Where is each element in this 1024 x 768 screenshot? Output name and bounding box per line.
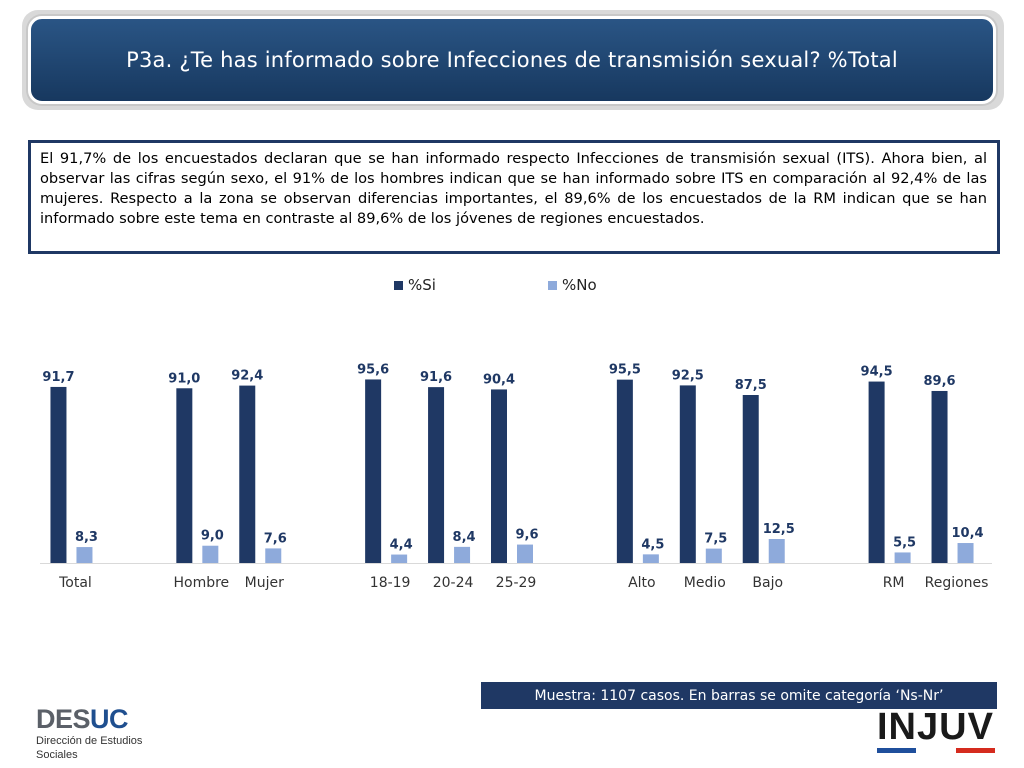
legend-item-no: %No xyxy=(548,276,597,294)
data-label-no-total: 8,3 xyxy=(75,530,98,545)
bar-no-regiones xyxy=(957,543,974,563)
data-label-si-regiones: 89,6 xyxy=(923,374,955,389)
bar-si-bajo xyxy=(742,395,759,563)
category-label-mujer: Mujer xyxy=(245,575,284,591)
data-label-si-alto: 95,5 xyxy=(609,363,641,378)
bar-si-25-29 xyxy=(491,389,507,563)
category-label-alto: Alto xyxy=(628,575,656,591)
desuc-subtitle-line1: Dirección de Estudios xyxy=(36,735,143,747)
data-label-si-18-19: 95,6 xyxy=(357,362,389,377)
chart-legend: %Si %No xyxy=(0,276,1024,296)
data-label-no-hombre: 9,0 xyxy=(201,529,224,544)
bar-no-25-29 xyxy=(517,544,533,563)
data-label-si-25-29: 90,4 xyxy=(483,372,515,387)
category-label-medio: Medio xyxy=(684,575,726,591)
data-label-si-bajo: 87,5 xyxy=(735,378,767,393)
bar-chart: 91,7 8,3 Total 91,0 9,0 Hombre 92,4 7,6 Mujer 95,… xyxy=(40,362,992,591)
data-label-no-regiones: 10,4 xyxy=(951,526,983,541)
data-label-no-alto: 4,5 xyxy=(641,537,664,552)
legend-item-si: %Si xyxy=(394,276,436,294)
data-label-si-mujer: 92,4 xyxy=(231,369,263,384)
data-label-no-18-19: 4,4 xyxy=(390,538,413,553)
bar-si-regiones xyxy=(931,390,948,563)
bar-no-20-24 xyxy=(454,546,471,563)
data-label-si-20-24: 91,6 xyxy=(420,370,452,385)
sample-note: Muestra: 1107 casos. En barras se omite … xyxy=(481,682,997,709)
legend-label-si: %Si xyxy=(408,276,436,294)
data-label-no-medio: 7,5 xyxy=(704,532,727,547)
title-banner: P3a. ¿Te has informado sobre Infecciones… xyxy=(28,16,996,104)
bar-no-bajo xyxy=(768,539,785,563)
category-label-rm: RM xyxy=(883,575,905,591)
bar-no-mujer xyxy=(265,548,282,563)
category-label-hombre: Hombre xyxy=(173,575,229,591)
category-label-25-29: 25-29 xyxy=(496,575,537,591)
injuv-flag-stripe xyxy=(877,748,995,753)
bar-no-medio xyxy=(705,548,722,563)
bar-si-hombre xyxy=(176,388,193,563)
data-label-no-bajo: 12,5 xyxy=(763,522,795,537)
bar-si-mujer xyxy=(239,385,256,563)
data-label-si-hombre: 91,0 xyxy=(168,371,200,386)
data-label-no-20-24: 8,4 xyxy=(453,530,476,545)
category-label-18-19: 18-19 xyxy=(370,575,411,591)
data-label-no-25-29: 9,6 xyxy=(515,528,538,543)
bar-si-18-19 xyxy=(365,379,382,563)
injuv-stripe-blue xyxy=(877,748,917,753)
bar-si-20-24 xyxy=(428,387,445,563)
injuv-wordmark: INJUV xyxy=(877,706,994,748)
bar-no-hombre xyxy=(202,545,219,563)
desuc-logo: DESUC Dirección de Estudios Sociales xyxy=(36,704,142,762)
data-label-no-rm: 5,5 xyxy=(893,535,916,550)
data-label-si-medio: 92,5 xyxy=(672,368,704,383)
data-label-no-mujer: 7,6 xyxy=(264,531,287,546)
injuv-stripe-red xyxy=(955,748,995,753)
desuc-subtitle-line2: Sociales xyxy=(36,749,78,761)
bar-si-total xyxy=(50,386,67,563)
category-label-bajo: Bajo xyxy=(752,575,783,591)
injuv-logo: INJUV xyxy=(877,708,995,753)
legend-swatch-si xyxy=(394,280,403,290)
injuv-stripe-white xyxy=(916,748,956,753)
page-title: P3a. ¿Te has informado sobre Infecciones… xyxy=(126,48,898,72)
data-label-si-rm: 94,5 xyxy=(861,365,893,380)
legend-label-no: %No xyxy=(562,276,597,294)
category-label-total: Total xyxy=(58,575,92,591)
category-label-20-24: 20-24 xyxy=(433,575,474,591)
bar-no-18-19 xyxy=(391,554,408,563)
category-label-regiones: Regiones xyxy=(925,575,989,591)
bar-no-total xyxy=(76,547,93,563)
data-label-si-total: 91,7 xyxy=(42,370,74,385)
legend-swatch-no xyxy=(548,280,557,290)
summary-box: El 91,7% de los encuestados declaran que… xyxy=(28,140,1000,254)
bar-si-medio xyxy=(679,385,696,563)
desuc-wordmark: DESUC xyxy=(36,704,129,734)
bar-no-rm xyxy=(894,552,911,563)
bar-si-rm xyxy=(868,381,885,563)
bar-no-alto xyxy=(642,554,659,563)
bar-si-alto xyxy=(616,379,633,563)
